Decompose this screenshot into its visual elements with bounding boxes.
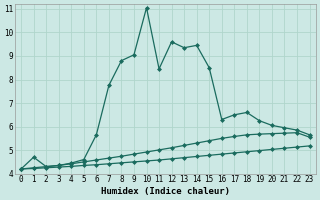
X-axis label: Humidex (Indice chaleur): Humidex (Indice chaleur): [101, 187, 230, 196]
